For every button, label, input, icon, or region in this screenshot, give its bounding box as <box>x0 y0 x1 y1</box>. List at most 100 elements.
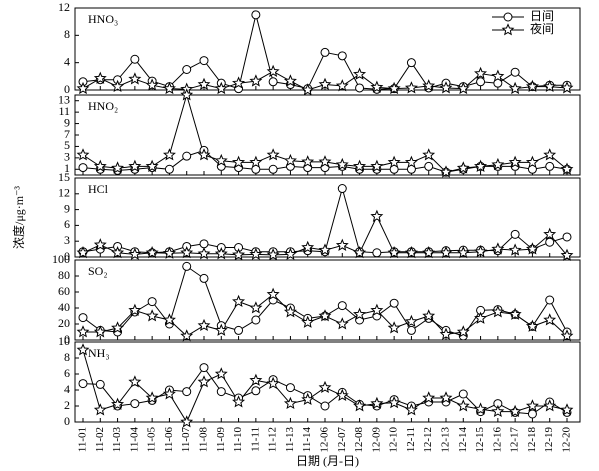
star-marker <box>214 246 228 260</box>
star-marker <box>422 245 436 259</box>
star-marker <box>456 245 470 259</box>
circle-marker <box>199 363 209 373</box>
x-tick-label: 11-11 <box>249 427 261 452</box>
star-marker <box>525 242 539 255</box>
star-marker <box>111 245 125 259</box>
star-marker <box>318 380 332 394</box>
circle-marker <box>545 237 555 247</box>
star-marker <box>145 245 159 259</box>
star-marker <box>525 79 539 93</box>
circle-marker <box>355 83 365 93</box>
x-tick-label: 12-20 <box>561 427 573 453</box>
circle-marker <box>406 325 416 335</box>
y-tick-label: 15 <box>58 170 70 184</box>
circle-marker <box>562 232 572 242</box>
circle-marker <box>510 67 520 77</box>
circle-marker <box>268 77 278 87</box>
x-tick-label: 12-19 <box>543 427 555 453</box>
circle-marker <box>527 409 537 419</box>
panel-title: HNO₃ <box>88 12 118 26</box>
star-marker <box>474 402 488 415</box>
circle-marker <box>182 151 192 161</box>
circle-marker <box>251 315 261 325</box>
star-marker <box>232 76 246 89</box>
star-marker <box>301 83 315 96</box>
star-marker <box>404 245 418 259</box>
x-tick-label: 12-06 <box>319 427 331 453</box>
star-marker <box>508 307 522 320</box>
circle-marker <box>320 401 330 411</box>
star-marker <box>474 311 488 324</box>
star-marker <box>111 321 125 334</box>
star-marker <box>474 159 488 172</box>
circle-marker <box>251 386 261 396</box>
star-marker <box>543 313 557 326</box>
star-marker <box>283 396 297 410</box>
circle-marker <box>268 164 278 174</box>
star-marker <box>560 81 574 94</box>
star-marker <box>93 159 107 172</box>
star-marker <box>560 248 574 261</box>
star-marker <box>560 329 574 342</box>
star-marker <box>491 404 505 418</box>
y-tick-label: 4 <box>64 382 70 396</box>
star-marker <box>266 148 280 161</box>
star-marker <box>543 148 557 161</box>
star-marker <box>249 373 263 386</box>
x-tick-label: 12-13 <box>440 427 452 453</box>
panel-frame <box>74 259 581 341</box>
circle-marker <box>78 379 88 389</box>
star-marker <box>318 77 332 91</box>
x-axis-label: 日期 (月-日) <box>296 454 359 468</box>
star-marker <box>162 81 176 95</box>
x-tick-label: 12-10 <box>388 427 400 453</box>
star-marker <box>404 155 418 168</box>
x-tick-label: 12-15 <box>474 427 486 453</box>
y-tick-label: 40 <box>58 300 70 314</box>
star-marker <box>266 287 280 300</box>
star-marker <box>180 88 194 101</box>
star-marker <box>422 79 436 92</box>
legend-label: 夜间 <box>530 21 554 36</box>
star-marker <box>266 64 280 78</box>
y-tick-label: 6 <box>64 366 70 380</box>
star-marker <box>335 238 349 251</box>
x-tick-label: 11-03 <box>111 427 123 453</box>
star-marker <box>180 329 194 342</box>
star-marker <box>439 81 453 94</box>
star-marker <box>501 23 515 36</box>
star-marker <box>543 79 557 93</box>
circle-marker <box>164 164 174 174</box>
star-marker <box>283 305 297 318</box>
star-marker <box>93 403 107 416</box>
star-marker <box>249 301 263 314</box>
star-marker <box>249 247 263 260</box>
star-marker <box>128 247 142 260</box>
star-marker <box>162 387 176 400</box>
y-tick-label: 0 <box>64 414 70 428</box>
star-marker <box>76 325 90 338</box>
x-tick-label: 12-09 <box>370 427 382 453</box>
star-marker <box>180 245 194 259</box>
x-tick-label: 11-12 <box>267 427 279 452</box>
star-marker <box>404 403 418 416</box>
star-marker <box>439 246 453 259</box>
x-tick-label: 12-12 <box>422 427 434 453</box>
star-marker <box>93 238 107 251</box>
panel-title: HNO₂ <box>88 99 118 113</box>
star-marker <box>353 67 367 80</box>
star-marker <box>508 404 522 418</box>
x-tick-label: 11-07 <box>180 427 192 453</box>
star-marker <box>318 309 332 322</box>
star-marker <box>318 155 332 168</box>
star-marker <box>422 391 436 404</box>
star-marker <box>128 159 142 172</box>
star-marker <box>560 403 574 416</box>
star-marker <box>145 309 159 322</box>
y-tick-label: 12 <box>58 186 70 200</box>
star-marker <box>387 81 401 95</box>
star-marker <box>197 318 211 332</box>
star-marker <box>387 245 401 259</box>
star-marker <box>491 69 505 82</box>
star-marker <box>145 78 159 91</box>
